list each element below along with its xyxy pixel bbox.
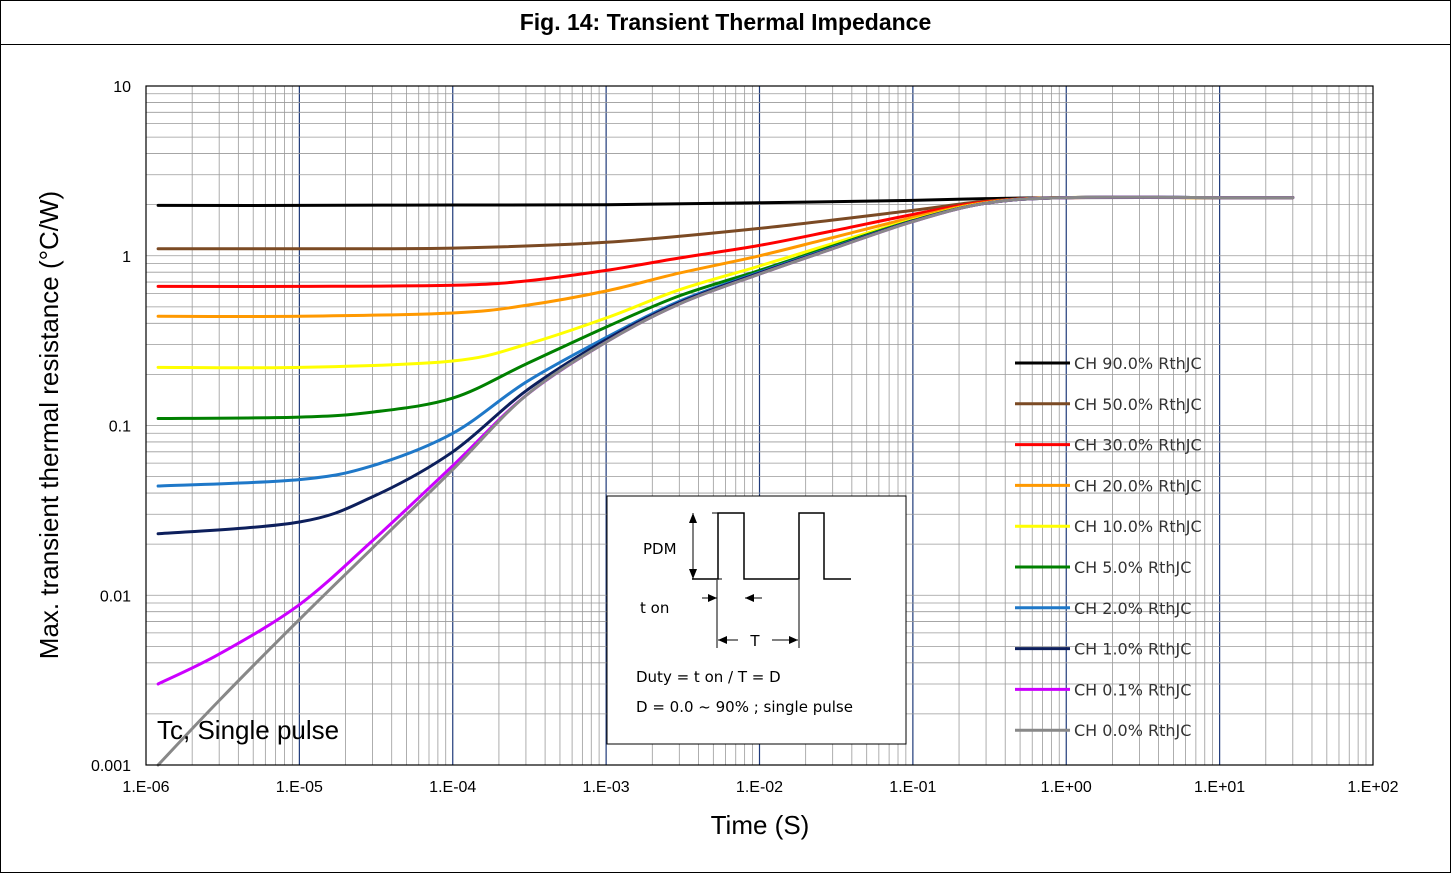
figure-title: Fig. 14: Transient Thermal Impedance [519, 9, 932, 35]
single-pulse-annotation: Tc, Single pulse [157, 715, 339, 745]
series-line [156, 195, 1295, 767]
pulse-waveform [692, 512, 851, 580]
y-tick-label: 0.01 [100, 588, 131, 605]
legend-label: CH 0.0% RthJC [1074, 721, 1191, 740]
y-tick-label: 10 [113, 79, 131, 96]
y-tick-label: 0.1 [109, 419, 131, 436]
period-arrow-left-icon [718, 636, 727, 644]
x-axis-title: Time (S) [711, 810, 810, 840]
plot-border [145, 85, 1374, 766]
legend-label: CH 5.0% RthJC [1074, 558, 1191, 577]
legend-label: CH 0.1% RthJC [1074, 680, 1191, 699]
legend-label: CH 20.0% RthJC [1074, 476, 1202, 495]
x-tick-label: 1.E+00 [1041, 779, 1092, 796]
x-tick-label: 1.E-02 [736, 779, 783, 796]
ton-label: t on [640, 599, 669, 617]
duty-cycle-inset: PDM t on T Duty = t on / T = D D = 0.0 ~… [606, 495, 907, 745]
x-tick-label: 1.E+01 [1194, 779, 1245, 796]
x-tick-label: 1.E-06 [122, 779, 169, 796]
x-tick-label: 1.E-05 [276, 779, 323, 796]
tick-labels: 1.E-06 1.E-05 1.E-04 1.E-03 1.E-02 1.E-01 1.E+… [91, 79, 1399, 796]
legend-label: CH 90.0% RthJC [1074, 354, 1202, 373]
series-lines [156, 195, 1295, 767]
legend-label: CH 10.0% RthJC [1074, 517, 1202, 536]
figure-header: Fig. 14: Transient Thermal Impedance [1, 1, 1450, 45]
y-tick-label: 1 [122, 249, 131, 266]
y-axis-title: Max. transient thermal resistance (°C/W) [34, 191, 64, 659]
pdm-arrow-down-icon [689, 569, 697, 579]
duty-formula: Duty = t on / T = D [636, 668, 781, 686]
duty-range: D = 0.0 ~ 90% ; single pulse [636, 698, 853, 716]
legend-label: CH 30.0% RthJC [1074, 436, 1202, 455]
x-tick-label: 1.E-03 [583, 779, 630, 796]
legend: CH 90.0% RthJC CH 50.0% RthJC CH 30.0% Rth… [1015, 354, 1202, 740]
pdm-label: PDM [643, 540, 677, 558]
legend-label: CH 50.0% RthJC [1074, 395, 1202, 414]
inset-box [606, 495, 907, 745]
ton-arrow-left-icon [745, 594, 754, 602]
ton-arrow-right-icon [708, 594, 717, 602]
x-tick-label: 1.E+02 [1347, 779, 1398, 796]
pdm-arrow-up-icon [689, 513, 697, 523]
x-tick-label: 1.E-04 [429, 779, 476, 796]
y-tick-label: 0.001 [91, 758, 131, 775]
legend-label: CH 1.0% RthJC [1074, 640, 1191, 659]
legend-label: CH 2.0% RthJC [1074, 599, 1191, 618]
x-tick-label: 1.E-01 [889, 779, 936, 796]
period-label: T [749, 632, 760, 650]
period-arrow-right-icon [789, 636, 798, 644]
